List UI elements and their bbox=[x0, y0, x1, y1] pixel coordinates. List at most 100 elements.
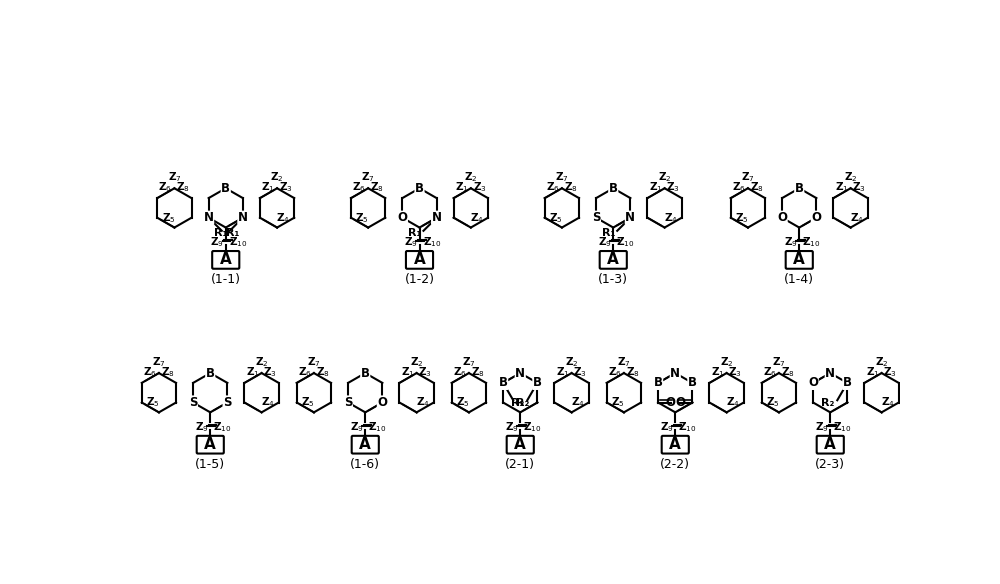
Text: Z$_1$: Z$_1$ bbox=[455, 180, 468, 194]
Text: Z$_8$: Z$_8$ bbox=[370, 180, 384, 194]
Text: Z$_5$: Z$_5$ bbox=[735, 211, 749, 225]
Text: Z$_8$: Z$_8$ bbox=[316, 366, 329, 379]
Text: Z$_6$: Z$_6$ bbox=[546, 180, 560, 194]
Text: Z$_1$: Z$_1$ bbox=[246, 366, 259, 379]
Text: B: B bbox=[795, 182, 804, 195]
Text: Z$_8$: Z$_8$ bbox=[176, 180, 190, 194]
Text: R₁: R₁ bbox=[214, 228, 228, 238]
Text: Z$_2$: Z$_2$ bbox=[270, 170, 284, 184]
Text: Z$_2$: Z$_2$ bbox=[844, 170, 857, 184]
Text: A: A bbox=[669, 437, 681, 452]
Text: Z$_6$: Z$_6$ bbox=[732, 180, 746, 194]
Text: Z$_5$: Z$_5$ bbox=[162, 211, 175, 225]
Text: S: S bbox=[189, 396, 197, 409]
Text: B: B bbox=[221, 182, 230, 195]
Text: Z$_8$: Z$_8$ bbox=[161, 366, 174, 379]
Text: Z$_{10}$: Z$_{10}$ bbox=[833, 420, 852, 434]
Text: O: O bbox=[811, 211, 821, 224]
Text: Z$_2$: Z$_2$ bbox=[875, 355, 888, 369]
Text: B: B bbox=[206, 367, 215, 380]
Text: Z$_{10}$: Z$_{10}$ bbox=[368, 420, 387, 434]
Text: (1-1): (1-1) bbox=[211, 273, 241, 286]
Text: Z$_3$: Z$_3$ bbox=[418, 366, 432, 379]
Text: Z$_{10}$: Z$_{10}$ bbox=[229, 235, 247, 249]
Text: Z$_5$: Z$_5$ bbox=[355, 211, 369, 225]
Text: Z$_1$: Z$_1$ bbox=[711, 366, 724, 379]
Text: A: A bbox=[414, 252, 425, 267]
Text: Z$_1$: Z$_1$ bbox=[835, 180, 848, 194]
Text: Z$_3$: Z$_3$ bbox=[666, 180, 680, 194]
Text: Z$_6$: Z$_6$ bbox=[298, 366, 312, 379]
Text: B: B bbox=[415, 182, 424, 195]
Text: (2-3): (2-3) bbox=[815, 458, 845, 471]
FancyBboxPatch shape bbox=[662, 436, 689, 454]
Text: B: B bbox=[609, 182, 618, 195]
Text: Z$_2$: Z$_2$ bbox=[464, 170, 478, 184]
Text: B: B bbox=[533, 377, 542, 390]
Text: O: O bbox=[777, 211, 787, 224]
Text: Z$_{10}$: Z$_{10}$ bbox=[802, 235, 821, 249]
Text: R₁: R₁ bbox=[408, 228, 421, 238]
Text: Z$_9$: Z$_9$ bbox=[815, 420, 829, 434]
Text: N: N bbox=[432, 211, 442, 224]
FancyBboxPatch shape bbox=[600, 251, 627, 269]
Text: A: A bbox=[824, 437, 836, 452]
Text: Z$_9$: Z$_9$ bbox=[660, 420, 674, 434]
Text: Z$_8$: Z$_8$ bbox=[471, 366, 484, 379]
Text: R₁: R₁ bbox=[226, 228, 240, 238]
Text: Z$_8$: Z$_8$ bbox=[750, 180, 763, 194]
FancyBboxPatch shape bbox=[352, 436, 379, 454]
Text: Z$_6$: Z$_6$ bbox=[143, 366, 157, 379]
Text: Z$_{10}$: Z$_{10}$ bbox=[678, 420, 697, 434]
Text: N: N bbox=[238, 211, 248, 224]
Text: N: N bbox=[515, 367, 525, 380]
Text: Z$_5$: Z$_5$ bbox=[766, 395, 780, 409]
Text: A: A bbox=[514, 437, 526, 452]
Text: Z$_9$: Z$_9$ bbox=[598, 235, 612, 249]
Text: Z$_1$: Z$_1$ bbox=[401, 366, 414, 379]
Text: (1-4): (1-4) bbox=[784, 273, 814, 286]
Text: Z$_3$: Z$_3$ bbox=[279, 180, 293, 194]
Text: Z$_{10}$: Z$_{10}$ bbox=[616, 235, 635, 249]
Text: Z$_6$: Z$_6$ bbox=[763, 366, 777, 379]
Text: Z$_4$: Z$_4$ bbox=[881, 395, 894, 409]
Text: Z$_5$: Z$_5$ bbox=[301, 395, 315, 409]
Text: Z$_8$: Z$_8$ bbox=[564, 180, 577, 194]
Text: Z$_6$: Z$_6$ bbox=[608, 366, 622, 379]
Text: Z$_4$: Z$_4$ bbox=[726, 395, 739, 409]
Text: A: A bbox=[359, 437, 371, 452]
Text: Z$_3$: Z$_3$ bbox=[883, 366, 897, 379]
Text: Z$_8$: Z$_8$ bbox=[781, 366, 794, 379]
Text: A: A bbox=[204, 437, 216, 452]
Text: B: B bbox=[688, 377, 697, 390]
Text: Z$_8$: Z$_8$ bbox=[626, 366, 639, 379]
Text: Z$_2$: Z$_2$ bbox=[720, 355, 733, 369]
Text: Z$_7$: Z$_7$ bbox=[617, 355, 631, 369]
Text: O: O bbox=[377, 396, 387, 409]
Text: Z$_{10}$: Z$_{10}$ bbox=[213, 420, 232, 434]
Text: Z$_1$: Z$_1$ bbox=[556, 366, 569, 379]
Text: Z$_4$: Z$_4$ bbox=[664, 211, 677, 225]
Text: Z$_5$: Z$_5$ bbox=[611, 395, 625, 409]
Text: N: N bbox=[204, 211, 214, 224]
Text: (1-2): (1-2) bbox=[404, 273, 434, 286]
Text: S: S bbox=[223, 396, 232, 409]
Text: Z$_4$: Z$_4$ bbox=[571, 395, 584, 409]
Text: (2-2): (2-2) bbox=[660, 458, 690, 471]
Text: Z$_9$: Z$_9$ bbox=[210, 235, 224, 249]
Text: Z$_9$: Z$_9$ bbox=[404, 235, 418, 249]
Text: Z$_5$: Z$_5$ bbox=[549, 211, 563, 225]
Text: S: S bbox=[344, 396, 352, 409]
Text: Z$_3$: Z$_3$ bbox=[852, 180, 866, 194]
Text: A: A bbox=[793, 252, 805, 267]
Text: Z$_2$: Z$_2$ bbox=[565, 355, 578, 369]
Text: Z$_5$: Z$_5$ bbox=[146, 395, 160, 409]
Text: Z$_1$: Z$_1$ bbox=[866, 366, 879, 379]
Text: Z$_5$: Z$_5$ bbox=[456, 395, 470, 409]
Text: A: A bbox=[220, 252, 232, 267]
Text: Z$_9$: Z$_9$ bbox=[350, 420, 364, 434]
Text: (1-5): (1-5) bbox=[195, 458, 225, 471]
Text: B: B bbox=[361, 367, 370, 380]
Text: B: B bbox=[654, 377, 663, 390]
Text: Z$_1$: Z$_1$ bbox=[261, 180, 275, 194]
